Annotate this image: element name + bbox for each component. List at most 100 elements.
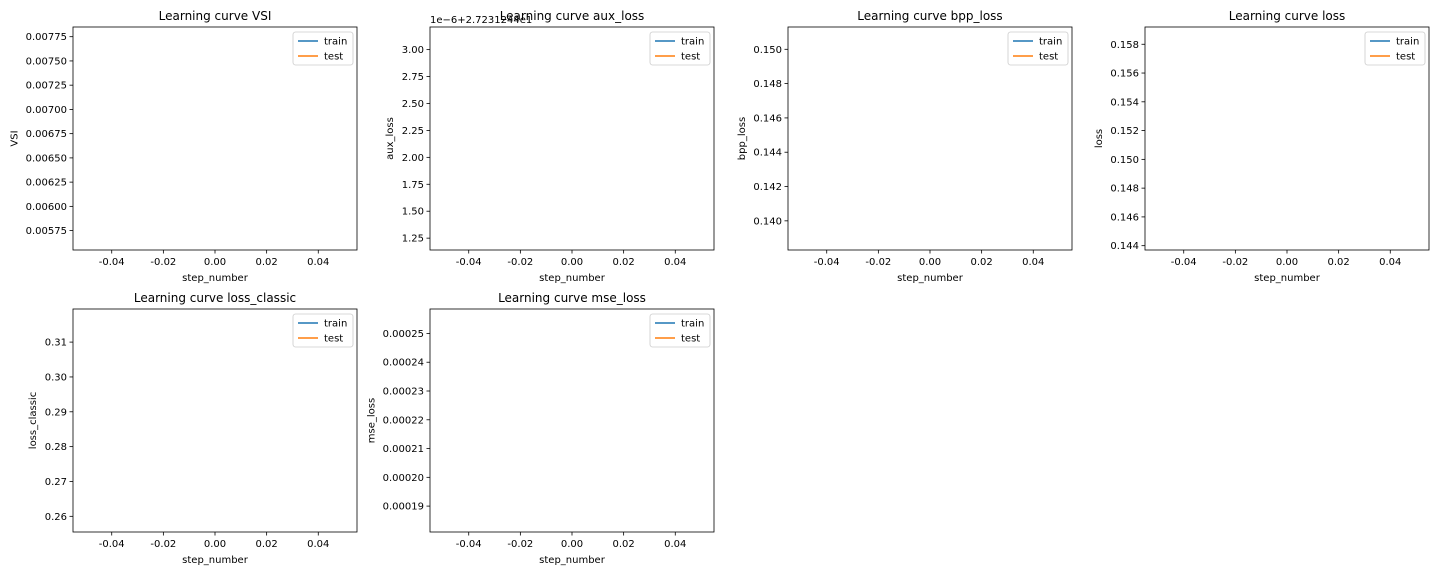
x-tick-label: 0.02: [613, 539, 635, 550]
y-tick-label: 0.26: [45, 512, 67, 523]
legend-label-test: test: [681, 334, 700, 345]
y-tick-label: 0.156: [1110, 69, 1139, 80]
y-tick-label: 0.00650: [26, 153, 67, 164]
y-tick-label: 0.142: [753, 182, 782, 193]
x-tick-label: 0.02: [256, 539, 278, 550]
legend-label-test: test: [1039, 52, 1058, 63]
subplot-3: Learning curve bpp_loss -0.04 -0.02 0.00 0.0…: [737, 9, 1073, 284]
x-tick-label: 0.00: [561, 539, 583, 550]
x-tick-label: 0.04: [307, 539, 329, 550]
y-tick-label: 0.154: [1110, 97, 1139, 108]
y-axis-label: loss: [1094, 129, 1105, 148]
y-tick-label: 2.75: [402, 72, 424, 83]
x-tick-label: 0.04: [664, 539, 686, 550]
legend-label-test: test: [1396, 52, 1415, 63]
x-tick-label: -0.02: [507, 539, 533, 550]
y-tick-label: 0.00022: [383, 415, 424, 426]
y-tick-label: 0.27: [45, 477, 67, 488]
chart-title: Learning curve bpp_loss: [857, 9, 1002, 23]
legend-label-train: train: [681, 319, 704, 330]
y-tick-label: 0.00725: [26, 81, 67, 92]
x-tick-label: -0.04: [456, 257, 482, 268]
chart-title: Learning curve mse_loss: [498, 291, 646, 305]
y-tick-label: 0.150: [753, 45, 782, 56]
y-tick-label: 0.00675: [26, 129, 67, 140]
x-tick-label: 0.02: [1328, 257, 1350, 268]
x-tick-label: 0.04: [307, 257, 329, 268]
legend-label-test: test: [324, 334, 343, 345]
x-tick-label: 0.04: [1379, 257, 1401, 268]
chart-title: Learning curve VSI: [159, 9, 272, 23]
y-tick-label: 0.00775: [26, 32, 67, 43]
y-tick-label: 0.00625: [26, 178, 67, 189]
x-tick-label: 0.00: [561, 257, 583, 268]
x-tick-label: -0.04: [99, 539, 125, 550]
subplot-2: Learning curve aux_loss -0.04 -0.02 0.00 0.0…: [385, 9, 715, 284]
y-tick-label: 0.00750: [26, 56, 67, 67]
legend: train test: [649, 313, 711, 348]
y-tick-label: 0.00020: [383, 473, 424, 484]
y-tick-label: 0.144: [753, 148, 782, 159]
y-tick-label: 2.25: [402, 126, 424, 137]
x-tick-label: -0.02: [150, 539, 176, 550]
x-tick-label: 0.00: [1276, 257, 1298, 268]
x-tick-label: 0.00: [204, 257, 226, 268]
legend: train test: [292, 31, 354, 66]
y-tick-label: 0.144: [1110, 241, 1139, 252]
y-tick-label: 0.28: [45, 442, 67, 453]
y-tick-label: 0.152: [1110, 126, 1139, 137]
y-tick-label: 2.00: [402, 153, 424, 164]
legend-label-test: test: [681, 52, 700, 63]
legend-label-train: train: [324, 319, 347, 330]
y-tick-label: 0.00021: [383, 444, 424, 455]
legend: train test: [649, 31, 711, 66]
x-tick-label: 0.00: [204, 539, 226, 550]
y-axis-label: loss_classic: [28, 392, 39, 449]
chart-title: Learning curve loss: [1229, 9, 1346, 23]
x-axis-label: step_number: [539, 555, 606, 566]
x-tick-label: -0.02: [865, 257, 891, 268]
x-tick-label: -0.04: [456, 539, 482, 550]
chart-title: Learning curve aux_loss: [500, 9, 645, 23]
x-tick-label: -0.02: [1222, 257, 1248, 268]
y-tick-label: 0.00023: [383, 387, 424, 398]
legend-label-test: test: [324, 52, 343, 63]
x-tick-label: 0.02: [613, 257, 635, 268]
y-tick-label: 0.148: [1110, 184, 1139, 195]
x-tick-label: 0.04: [664, 257, 686, 268]
subplot-4: Learning curve loss -0.04 -0.02 0.00 0.02 0.0…: [1094, 9, 1430, 284]
legend-label-train: train: [1039, 37, 1062, 48]
y-axis-label: bpp_loss: [737, 117, 748, 160]
x-tick-label: -0.04: [814, 257, 840, 268]
x-tick-label: -0.04: [99, 257, 125, 268]
x-axis-label: step_number: [182, 555, 249, 566]
y-tick-label: 1.25: [402, 234, 424, 245]
y-tick-label: 0.158: [1110, 40, 1139, 51]
subplot-5: Learning curve loss_classic -0.04 -0.02 0.0…: [28, 291, 358, 566]
chart-title: Learning curve loss_classic: [134, 291, 296, 305]
x-axis-label: step_number: [897, 273, 964, 284]
x-tick-label: 0.00: [919, 257, 941, 268]
subplot-1: Learning curve VSI -0.04 -0.02 0.00 0.02 0.04…: [10, 9, 358, 284]
y-tick-label: 0.00575: [26, 226, 67, 237]
subplot-6: Learning curve mse_loss -0.04 -0.02 0.00 0.0…: [367, 291, 715, 566]
y-tick-label: 0.00025: [383, 329, 424, 340]
y-tick-label: 0.146: [753, 113, 782, 124]
x-tick-label: 0.02: [971, 257, 993, 268]
legend-label-train: train: [681, 37, 704, 48]
y-tick-label: 0.140: [753, 216, 782, 227]
x-tick-label: 0.04: [1022, 257, 1044, 268]
x-axis-label: step_number: [539, 273, 606, 284]
y-tick-label: 0.00600: [26, 202, 67, 213]
x-axis-label: step_number: [182, 273, 249, 284]
y-axis-label: aux_loss: [385, 117, 396, 160]
y-tick-label: 0.150: [1110, 155, 1139, 166]
y-tick-label: 0.00700: [26, 105, 67, 116]
legend-label-train: train: [1396, 37, 1419, 48]
y-tick-label: 3.00: [402, 45, 424, 56]
y-tick-label: 0.31: [45, 338, 67, 349]
y-offset-text: 1e−6+2.7231244e1: [430, 15, 532, 26]
y-tick-label: 1.75: [402, 180, 424, 191]
x-tick-label: -0.02: [507, 257, 533, 268]
y-tick-label: 0.29: [45, 407, 67, 418]
